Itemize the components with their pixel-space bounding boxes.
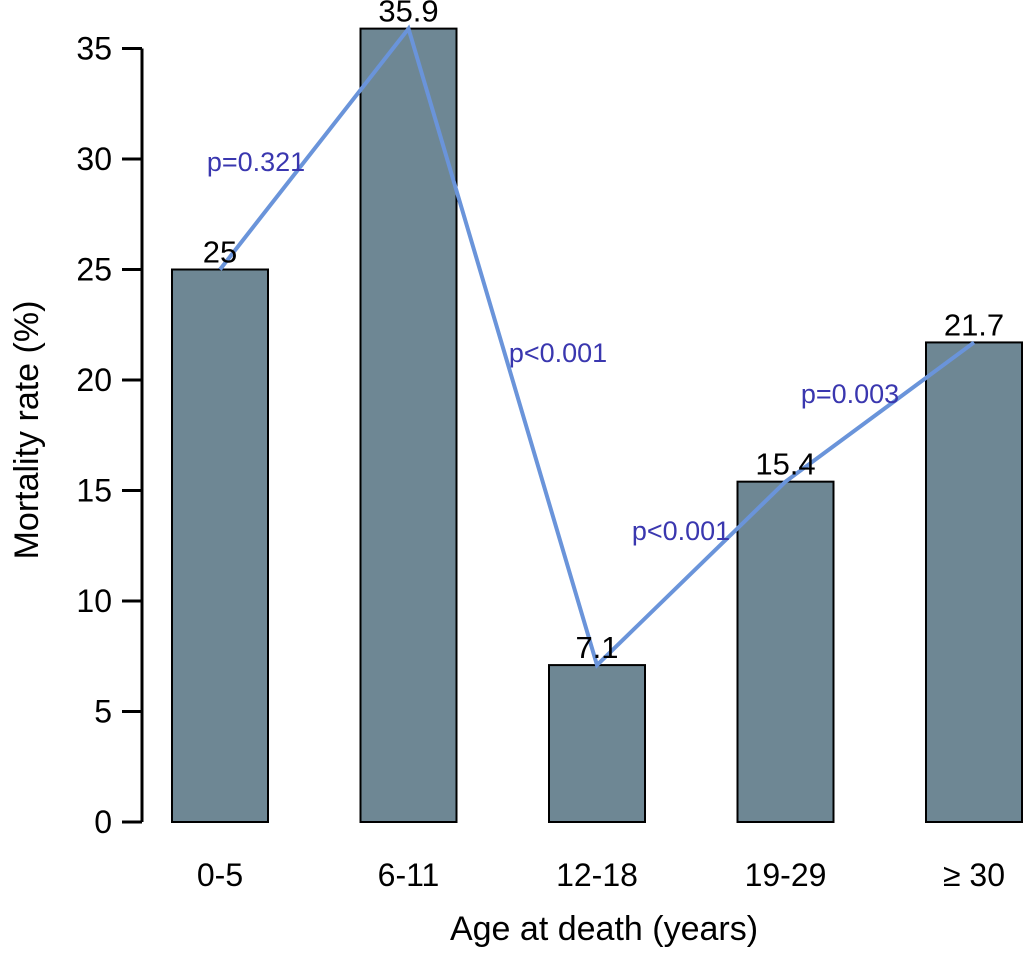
y-tick-label: 5	[94, 694, 112, 730]
x-category-label: 0-5	[197, 857, 243, 893]
x-category-label: 19-29	[745, 857, 827, 893]
value-label: 15.4	[755, 447, 815, 482]
bar-0-5	[171, 268, 269, 823]
p-value-label: p<0.001	[632, 516, 730, 546]
y-axis-title: Mortality rate (%)	[8, 301, 46, 560]
x-axis-title: Age at death (years)	[450, 910, 758, 948]
bar-6-11	[359, 27, 458, 824]
p-value-label: p=0.321	[207, 147, 305, 177]
x-category-labels: 0-5 6-11 12-18 19-29 ≥ 30	[197, 857, 1005, 893]
p-value-labels: p=0.321 p<0.001 p<0.001 p=0.003	[207, 147, 899, 546]
x-category-label: 6-11	[378, 857, 440, 893]
x-category-label: ≥ 30	[943, 857, 1005, 893]
y-axis	[122, 47, 144, 824]
y-tick-label: 15	[76, 473, 112, 509]
value-label: 35.9	[378, 0, 438, 29]
y-tick-label: 20	[76, 362, 112, 398]
bar-12-18	[548, 664, 646, 824]
value-labels: 25 35.9 7.1 15.4 21.7	[203, 0, 1004, 665]
bars	[171, 27, 1023, 824]
y-tick-label: 25	[76, 252, 112, 288]
y-tick-label: 10	[76, 583, 112, 619]
value-label: 7.1	[575, 630, 618, 665]
value-label: 25	[203, 235, 237, 270]
y-tick-label: 0	[94, 804, 112, 840]
y-tick-label: 30	[76, 141, 112, 177]
p-value-label: p<0.001	[509, 338, 607, 368]
y-tick-label: 35	[76, 31, 112, 67]
value-label: 21.7	[944, 307, 1004, 342]
p-value-label: p=0.003	[801, 379, 899, 409]
bar-19-29	[736, 480, 835, 823]
y-tick-labels: 0 5 10 15 20 25 30 35	[76, 31, 112, 841]
trend-line	[218, 24, 976, 669]
x-category-label: 12-18	[556, 857, 638, 893]
bar-≥ 30	[925, 341, 1023, 823]
